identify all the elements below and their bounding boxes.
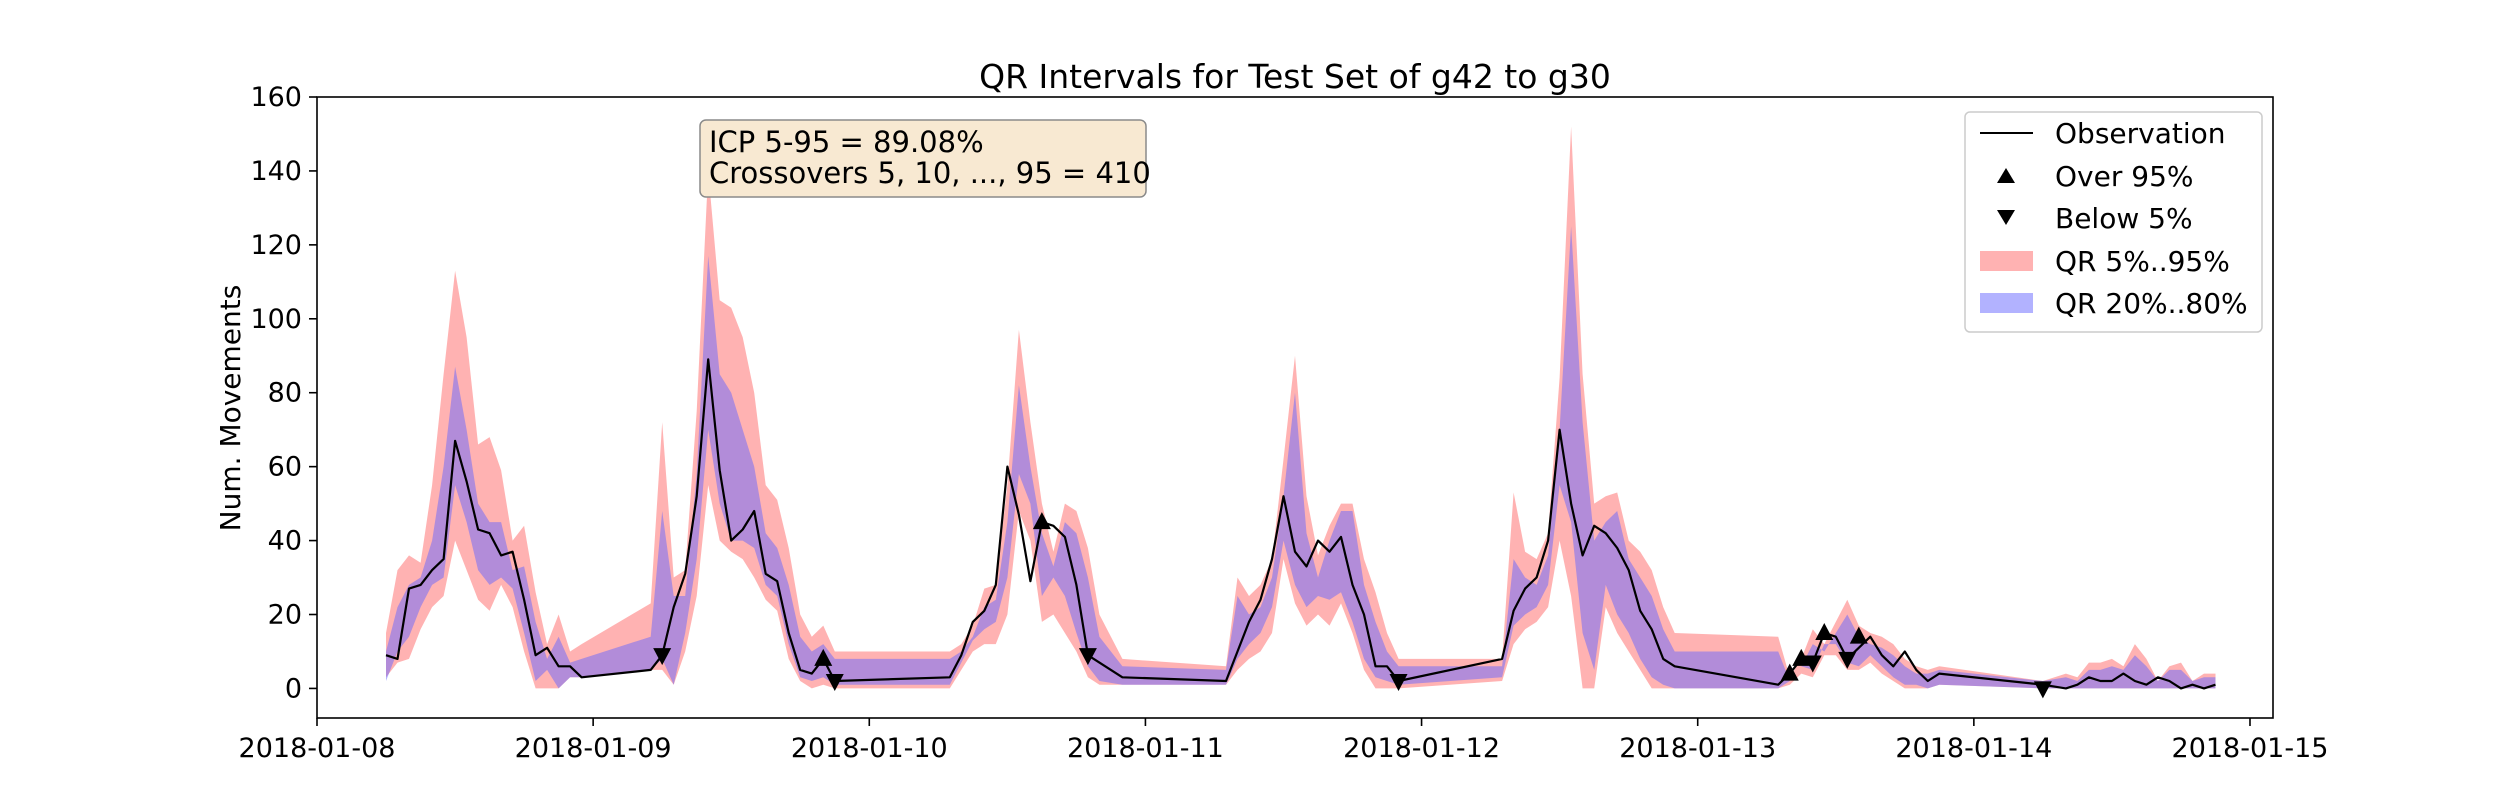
over-95-marker-0	[814, 648, 833, 666]
y-tick-label-8: 160	[250, 82, 302, 113]
observation-layer	[385, 358, 2216, 690]
markers-layer	[653, 512, 2052, 699]
x-tick-label-3: 2018-01-11	[1067, 733, 1224, 764]
below-5-marker-3	[1389, 674, 1408, 692]
x-tick-label-2: 2018-01-10	[791, 733, 948, 764]
y-tick-label-0: 0	[285, 673, 302, 704]
over-95-marker-1	[1032, 512, 1051, 530]
y-tick-label-6: 120	[250, 230, 302, 261]
legend-swatch-qr-5-95	[1980, 251, 2033, 271]
annotation-line-icp: ICP 5-95 = 89.08%	[709, 125, 984, 159]
below-5-marker-6	[2033, 681, 2052, 699]
x-axis: 2018-01-08 2018-01-09 2018-01-10 2018-01-11…	[239, 718, 2329, 764]
below-5-marker-1	[825, 674, 844, 692]
x-tick-label-7: 2018-01-15	[2172, 733, 2329, 764]
legend-box	[1964, 111, 2263, 333]
y-axis: 0 20 40 60 80 100 120 140 160	[250, 82, 317, 704]
legend: Observation Over 95% Below 5% QR 5%..95%…	[1964, 111, 2263, 333]
y-tick-label-4: 80	[268, 378, 302, 409]
over-95-marker-4	[1815, 622, 1834, 640]
below-5-marker-4	[1803, 655, 1822, 673]
x-tick-label-5: 2018-01-13	[1619, 733, 1776, 764]
below-5-marker-5	[1838, 651, 1857, 669]
band-qr-20-80	[386, 226, 2216, 689]
x-tick-label-0: 2018-01-08	[239, 733, 396, 764]
x-tick-label-4: 2018-01-12	[1343, 733, 1500, 764]
stats-annotation: ICP 5-95 = 89.08% Crossovers 5, 10, ...,…	[699, 119, 1151, 198]
chart-title: QR Intervals for Test Set of g42 to g30	[979, 57, 1611, 96]
annotation-line-crossovers: Crossovers 5, 10, ..., 95 = 410	[709, 156, 1151, 190]
legend-swatch-over-95	[1997, 168, 2015, 183]
x-tick-label-1: 2018-01-09	[515, 733, 672, 764]
legend-label-over-95: Over 95%	[2055, 160, 2193, 193]
x-tick-label-6: 2018-01-14	[1895, 733, 2052, 764]
legend-label-qr-5-95: QR 5%..95%	[2055, 245, 2230, 278]
y-tick-label-5: 100	[250, 304, 302, 335]
legend-swatch-below-5	[1997, 210, 2015, 225]
y-tick-label-3: 60	[268, 452, 302, 483]
y-tick-label-1: 20	[268, 600, 302, 631]
bands-layer	[386, 126, 2216, 689]
below-5-marker-2	[1078, 648, 1097, 666]
y-tick-label-7: 140	[250, 156, 302, 187]
over-95-marker-5	[1849, 626, 1868, 644]
below-5-marker-0	[653, 648, 672, 666]
legend-label-observation: Observation	[2055, 117, 2226, 150]
annotation-box	[699, 119, 1147, 198]
legend-swatch-qr-20-80	[1980, 293, 2033, 313]
y-axis-label: Num. Movements	[214, 285, 247, 532]
observation-line	[385, 358, 2216, 690]
legend-label-qr-20-80: QR 20%..80%	[2055, 287, 2248, 320]
plot-frame	[316, 96, 2274, 719]
over-95-marker-3	[1792, 648, 1811, 666]
over-95-marker-2	[1780, 663, 1799, 681]
y-tick-label-2: 40	[268, 526, 302, 557]
legend-label-below-5: Below 5%	[2055, 202, 2193, 235]
